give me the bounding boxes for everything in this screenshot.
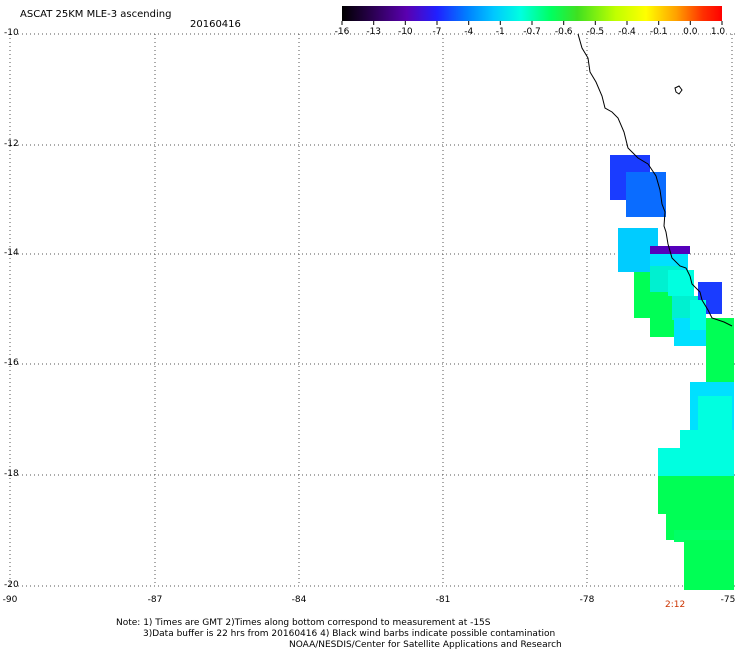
colorbar-label: -7: [432, 27, 442, 37]
longitude-label: -81: [435, 595, 451, 605]
colorbar-label: -0.4: [618, 27, 636, 37]
latitude-label: -20: [4, 580, 19, 590]
note-line-2: 3)Data buffer is 22 hrs from 20160416 4)…: [143, 629, 556, 639]
grid-lines: [9, 33, 735, 587]
longitude-label: -87: [147, 595, 163, 605]
colorbar-label: -0.5: [586, 27, 605, 37]
longitude-label: -75: [720, 595, 736, 605]
island-outline: [674, 85, 683, 95]
coastline: [577, 33, 733, 327]
note-line-3: NOAA/NESDIS/Center for Satellite Applica…: [289, 640, 562, 650]
latitude-label: -18: [4, 469, 19, 479]
map-date: 20160416: [190, 19, 241, 30]
longitude-label: -84: [291, 595, 307, 605]
colorbar-label: 1.0: [710, 27, 726, 37]
map-title: ASCAT 25KM MLE-3 ascending: [20, 9, 172, 20]
wind-data-cells: [610, 155, 734, 590]
colorbar-label: -10: [397, 27, 413, 37]
latitude-label: -10: [4, 28, 19, 38]
colorbar-label: -4: [464, 27, 474, 37]
colorbar-label: -1: [495, 27, 505, 37]
latitude-label: -12: [4, 139, 19, 149]
colorbar-label: -13: [366, 27, 382, 37]
time-label: 2:12: [665, 600, 686, 610]
latitude-label: -14: [4, 248, 19, 258]
colorbar-label: -0.7: [523, 27, 541, 37]
longitude-label: -90: [2, 595, 18, 605]
colorbar: [342, 6, 722, 21]
colorbar-ticks: [341, 21, 723, 25]
longitude-label: -78: [579, 595, 595, 605]
latitude-label: -16: [4, 358, 19, 368]
note-line-1: Note: 1) Times are GMT 2)Times along bot…: [116, 618, 491, 628]
colorbar-label: -0.1: [649, 27, 668, 37]
colorbar-label: -0.6: [554, 27, 573, 37]
colorbar-label: -16: [334, 27, 350, 37]
colorbar-label: 0.0: [683, 27, 698, 37]
